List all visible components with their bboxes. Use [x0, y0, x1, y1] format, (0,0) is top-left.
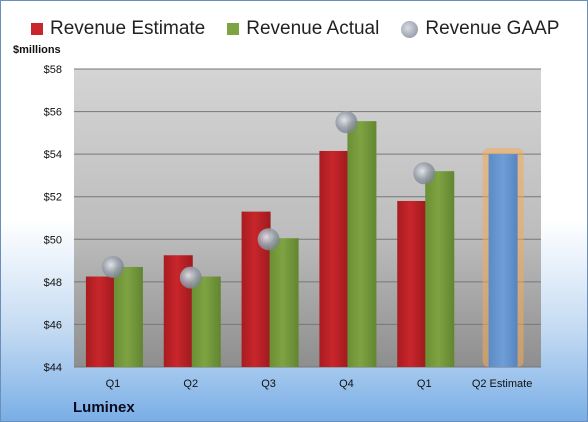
- x-tick-label: Q1: [417, 378, 432, 390]
- y-tick-label: $50: [44, 234, 62, 246]
- x-tick-label: Q2 Estimate: [472, 378, 533, 390]
- marker-revenue-gaap: [413, 162, 436, 185]
- y-tick-label: $54: [44, 149, 62, 161]
- x-tick-label: Q3: [261, 378, 276, 390]
- bar-revenue-actual: [191, 276, 221, 367]
- company-name: Luminex: [73, 399, 135, 416]
- legend-item-gaap: Revenue GAAP: [401, 18, 559, 40]
- bar-revenue-estimate: [488, 154, 518, 367]
- y-tick-label: $56: [44, 107, 62, 119]
- legend-item-actual: Revenue Actual: [227, 18, 379, 40]
- bar-revenue-estimate: [319, 150, 349, 367]
- marker-revenue-gaap: [179, 266, 202, 289]
- legend-item-estimate: Revenue Estimate: [31, 18, 205, 40]
- y-tick-label: $46: [44, 319, 62, 331]
- plot-background: [74, 69, 541, 367]
- legend-label-gaap: Revenue GAAP: [425, 18, 560, 39]
- bar-revenue-actual: [347, 121, 377, 368]
- legend-swatch-actual: [227, 23, 240, 35]
- y-axis-unit-label: $millions: [13, 44, 61, 56]
- bar-revenue-actual: [269, 238, 299, 367]
- x-tick-label: Q4: [339, 378, 354, 390]
- legend: Revenue Estimate Revenue Actual Revenue …: [31, 17, 581, 41]
- y-tick-label: $48: [44, 277, 62, 289]
- marker-revenue-gaap: [335, 111, 358, 134]
- bar-revenue-actual: [425, 171, 455, 367]
- legend-swatch-estimate: [31, 23, 43, 35]
- y-tick-label: $52: [44, 192, 62, 204]
- marker-revenue-gaap: [257, 228, 280, 251]
- legend-label-actual: Revenue Actual: [246, 18, 380, 39]
- legend-label-estimate: Revenue Estimate: [50, 18, 206, 39]
- bar-revenue-estimate: [85, 276, 115, 367]
- y-tick-label: $58: [44, 64, 62, 76]
- legend-swatch-gaap: [401, 20, 419, 38]
- bar-revenue-estimate: [397, 200, 427, 367]
- marker-revenue-gaap: [101, 255, 124, 278]
- y-tick-label: $44: [44, 362, 62, 374]
- bar-revenue-actual: [113, 266, 143, 367]
- x-tick-label: Q2: [183, 378, 198, 390]
- x-tick-label: Q1: [106, 378, 121, 390]
